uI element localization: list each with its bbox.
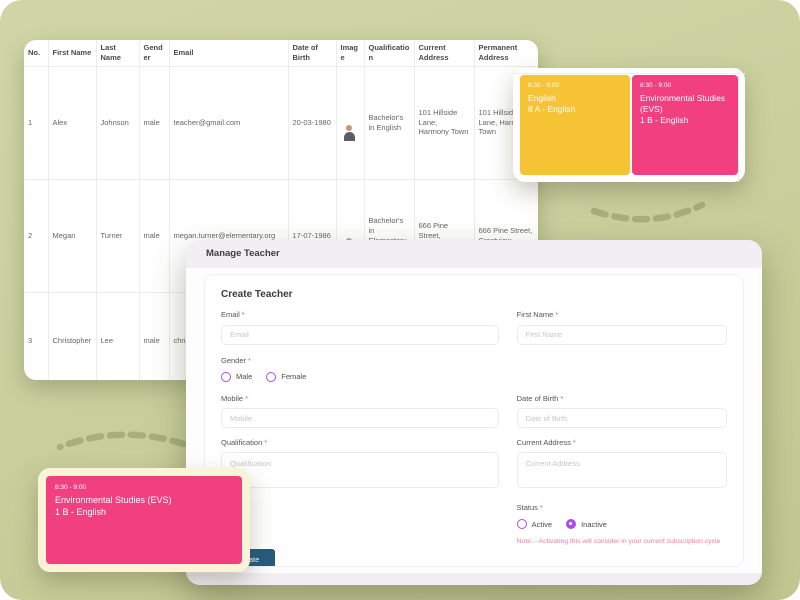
email-label: Email <box>221 310 240 319</box>
cell-no: 1 <box>24 65 49 180</box>
slot-class: 8 A - English <box>528 104 576 115</box>
cell-gender: male <box>138 178 170 293</box>
first-name-field[interactable] <box>516 324 727 345</box>
required-marker: * <box>572 438 576 447</box>
cell-first-name: Christopher <box>47 291 97 380</box>
slot-subject: Environmental Studies (EVS) <box>55 495 172 505</box>
slot-subject: Environmental Studies (EVS) <box>640 93 726 115</box>
required-marker: * <box>264 438 268 447</box>
cell-first-name: Megan <box>47 178 97 293</box>
gender-radio-male[interactable]: Male <box>221 371 253 382</box>
cell-image <box>335 65 365 180</box>
mobile-label: Mobile <box>221 393 244 403</box>
first-name-label: First Name <box>516 310 554 319</box>
cell-email: teacher@gmail.com <box>168 65 289 180</box>
qualification-field[interactable] <box>221 452 499 488</box>
required-marker: * <box>245 393 249 403</box>
table-header-row: No. First Name Last Name Gender Email Da… <box>24 40 538 67</box>
mobile-field[interactable] <box>221 408 499 428</box>
cell-current-address: 101 Hillside Lane, Harmony Town <box>413 65 475 180</box>
cell-last-name: Turner <box>95 178 140 293</box>
status-radio-active[interactable]: Active <box>516 519 553 529</box>
col-first-name: First Name <box>47 40 97 67</box>
radio-circle-icon <box>221 371 231 382</box>
dashed-arrow-left-icon <box>56 431 188 451</box>
status-radio-inactive[interactable]: Inactive <box>566 519 607 529</box>
col-permanent-address: Permanent Address <box>473 40 538 67</box>
radio-label: Inactive <box>581 519 607 529</box>
required-marker: * <box>560 393 564 403</box>
table-row: 1 Alex Johnson male teacher@gmail.com 20… <box>24 65 538 180</box>
cell-first-name: Alex <box>47 65 97 180</box>
dob-field[interactable] <box>516 408 727 428</box>
timetable-slot-evs[interactable]: 8:30 - 9:00 Environmental Studies (EVS) … <box>632 75 738 175</box>
slot-time: 8:30 - 9:00 <box>55 484 87 491</box>
required-marker: * <box>539 503 543 512</box>
cell-last-name: Lee <box>95 291 140 380</box>
qualification-label: Qualification <box>221 438 263 447</box>
radio-circle-icon <box>266 371 277 382</box>
dragged-slot-card[interactable]: 8:30 - 9:00 Environmental Studies (EVS) … <box>38 468 250 572</box>
slot-time: 8:30 - 9:00 <box>528 82 560 89</box>
manage-teacher-modal: Manage Teacher Create Teacher Email* Fir… <box>186 240 762 585</box>
col-last-name: Last Name <box>95 40 140 67</box>
col-image: Image <box>335 40 365 67</box>
slot-class: 1 B - English <box>55 506 107 517</box>
col-dob: Date of Birth <box>287 40 337 67</box>
required-marker: * <box>241 310 245 319</box>
radio-label: Male <box>236 372 253 381</box>
dashed-arrow-right-icon <box>590 201 706 223</box>
timetable-snippet-card: 8:30 - 9:00 English 8 A - English 8:30 -… <box>513 68 745 182</box>
email-field[interactable] <box>221 324 499 345</box>
modal-footer-bar <box>186 573 762 585</box>
gender-radio-female[interactable]: Female <box>266 371 307 382</box>
timetable-slot-evs-floating[interactable]: 8:30 - 9:00 Environmental Studies (EVS) … <box>46 476 242 564</box>
radio-label: Female <box>281 372 307 381</box>
current-address-field[interactable] <box>516 452 727 488</box>
form-title: Create Teacher <box>221 289 293 300</box>
col-email: Email <box>168 40 289 67</box>
col-gender: Gender <box>138 40 170 67</box>
cell-no: 3 <box>24 291 49 380</box>
cell-gender: male <box>138 291 170 380</box>
cell-dob: 20-03-1980 <box>287 65 337 180</box>
current-address-label: Current Address <box>516 438 571 447</box>
dob-label: Date of Birth <box>516 393 559 403</box>
cell-gender: male <box>138 65 170 180</box>
cell-no: 2 <box>24 178 49 293</box>
modal-title: Manage Teacher <box>186 240 762 268</box>
col-qualification: Qualification <box>363 40 415 67</box>
radio-label: Active <box>531 519 553 529</box>
subscription-note: Note :- Activating this will consider in… <box>516 538 721 545</box>
col-no: No. <box>24 40 49 67</box>
required-marker: * <box>555 310 559 319</box>
timetable-slot-english[interactable]: 8:30 - 9:00 English 8 A - English <box>520 75 630 175</box>
gender-label: Gender <box>221 355 247 365</box>
slot-subject: English <box>528 93 556 103</box>
slot-time: 8:30 - 9:00 <box>640 82 672 89</box>
radio-selected-icon <box>566 519 577 529</box>
create-teacher-form: Create Teacher Email* First Name* Gender… <box>204 274 744 567</box>
cell-qualification: Bachelor's in English <box>363 65 415 180</box>
required-marker: * <box>248 355 251 365</box>
cell-last-name: Johnson <box>95 65 140 180</box>
status-label: Status <box>516 503 538 512</box>
radio-circle-icon <box>516 519 527 529</box>
col-current-address: Current Address <box>413 40 475 67</box>
slot-class: 1 B - English <box>640 115 689 126</box>
